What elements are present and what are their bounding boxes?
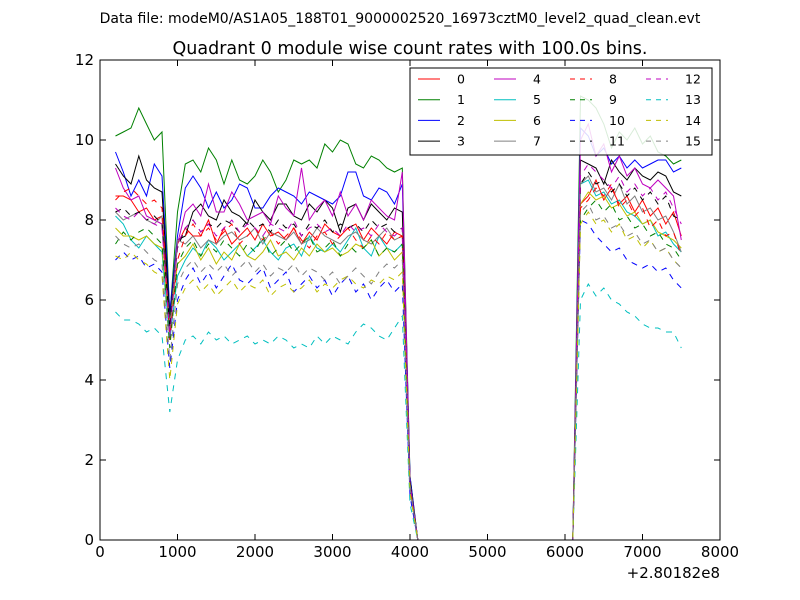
tick-labels: 0 1000 2000 3000 4000 5000 6000 7000 80000246810… — [75, 51, 739, 561]
series-line-14 — [115, 211, 682, 541]
legend-label-10: 10 — [609, 113, 625, 128]
x-tick-label: 8000 — [701, 543, 739, 561]
x-tick-label: 7000 — [623, 543, 661, 561]
x-tick-label: 0 — [95, 543, 105, 561]
series-line-13 — [115, 282, 682, 541]
x-tick-label: 6000 — [546, 543, 584, 561]
legend-label-6: 6 — [533, 113, 541, 128]
legend-label-8: 8 — [609, 72, 617, 87]
x-tick-label: 4000 — [391, 543, 429, 561]
series-lines — [115, 95, 682, 541]
legend-label-12: 12 — [685, 72, 701, 87]
y-tick-label: 2 — [84, 451, 94, 469]
x-tick-label: 5000 — [468, 543, 506, 561]
y-tick-label: 12 — [75, 51, 94, 69]
chart-title: Quadrant 0 module wise count rates with … — [173, 39, 648, 59]
series-line-6 — [115, 191, 682, 541]
legend-label-3: 3 — [457, 134, 465, 149]
legend-label-4: 4 — [533, 72, 541, 87]
x-offset-label: +2.80182e8 — [627, 564, 720, 582]
series-line-8 — [115, 182, 682, 541]
x-tick-label: 2000 — [236, 543, 274, 561]
y-tick-label: 6 — [84, 291, 94, 309]
series-line-7 — [115, 175, 682, 541]
legend-label-5: 5 — [533, 92, 541, 107]
x-tick-label: 1000 — [158, 543, 196, 561]
legend-label-2: 2 — [457, 113, 465, 128]
legend-label-7: 7 — [533, 134, 541, 149]
legend-label-15: 15 — [685, 134, 701, 149]
series-line-12 — [115, 163, 682, 541]
legend-label-0: 0 — [457, 72, 465, 87]
series-line-15 — [115, 203, 682, 541]
legend-label-11: 11 — [609, 134, 625, 149]
y-tick-label: 4 — [84, 371, 94, 389]
x-tick-label: 3000 — [313, 543, 351, 561]
y-tick-label: 0 — [84, 531, 94, 549]
y-tick-label: 8 — [84, 211, 94, 229]
y-tick-label: 10 — [75, 131, 94, 149]
series-line-4 — [115, 122, 682, 541]
legend-label-14: 14 — [685, 113, 701, 128]
legend-box — [409, 67, 713, 156]
plot-frame — [99, 59, 721, 541]
figure-suptitle: Data file: modeM0/AS1A05_188T01_90000025… — [100, 11, 701, 27]
legend-label-13: 13 — [685, 92, 701, 107]
legend-label-9: 9 — [609, 92, 617, 107]
legend-label-1: 1 — [457, 92, 465, 107]
